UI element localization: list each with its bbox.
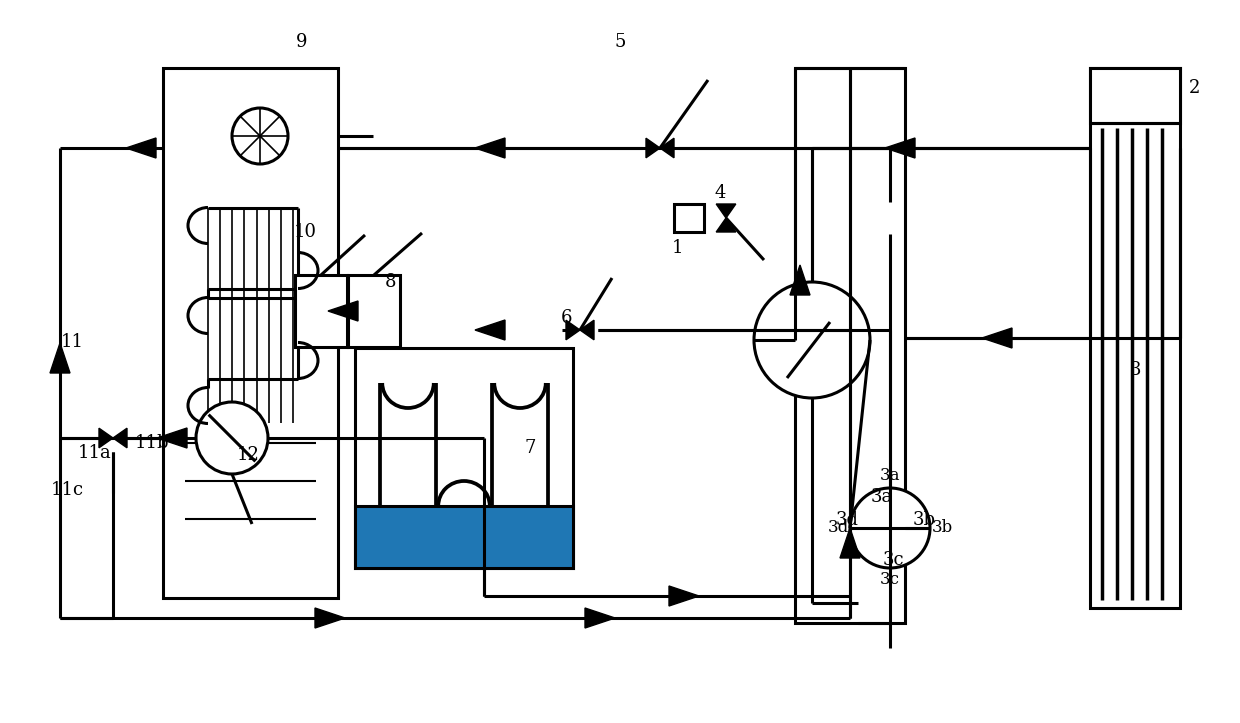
Text: 11: 11 — [61, 333, 83, 351]
Polygon shape — [982, 328, 1012, 348]
Text: 6: 6 — [562, 309, 573, 327]
Text: 3c: 3c — [882, 551, 904, 569]
Text: 3a: 3a — [879, 468, 900, 484]
Polygon shape — [113, 428, 126, 448]
Circle shape — [849, 488, 930, 568]
Text: 3d: 3d — [827, 520, 848, 536]
Text: 11b: 11b — [135, 434, 169, 452]
Polygon shape — [99, 428, 113, 448]
Polygon shape — [646, 138, 660, 158]
Polygon shape — [475, 138, 505, 158]
Bar — [355, 348, 573, 568]
Circle shape — [754, 282, 870, 398]
Bar — [1090, 68, 1180, 608]
Text: 11a: 11a — [78, 444, 112, 462]
Polygon shape — [329, 301, 358, 321]
Polygon shape — [585, 608, 615, 628]
Polygon shape — [126, 138, 156, 158]
Polygon shape — [885, 138, 915, 158]
Text: 3c: 3c — [880, 571, 900, 589]
Text: 9: 9 — [296, 33, 308, 51]
Text: 3d: 3d — [836, 511, 858, 529]
Polygon shape — [839, 528, 861, 558]
Polygon shape — [790, 265, 810, 295]
Polygon shape — [157, 428, 187, 448]
Polygon shape — [580, 320, 594, 340]
Text: 11c: 11c — [51, 481, 83, 499]
Text: 5: 5 — [614, 33, 626, 51]
Bar — [795, 68, 905, 623]
Polygon shape — [315, 608, 345, 628]
Text: 3b: 3b — [931, 520, 952, 536]
Polygon shape — [475, 320, 505, 340]
Text: 2: 2 — [1189, 79, 1200, 97]
Text: 8: 8 — [384, 273, 396, 291]
Polygon shape — [565, 320, 580, 340]
Bar — [675, 204, 704, 232]
Bar — [357, 508, 570, 566]
Circle shape — [196, 402, 268, 474]
Bar — [1090, 68, 1180, 123]
Text: 4: 4 — [714, 184, 725, 202]
Bar — [348, 275, 401, 347]
Polygon shape — [50, 343, 69, 373]
Text: 3: 3 — [1130, 361, 1141, 379]
Text: 7: 7 — [525, 439, 536, 457]
Polygon shape — [717, 204, 735, 218]
Bar — [355, 506, 573, 568]
Text: 3a: 3a — [870, 488, 893, 506]
Bar — [295, 275, 347, 347]
Bar — [162, 68, 339, 598]
Polygon shape — [660, 138, 675, 158]
Polygon shape — [717, 218, 735, 232]
Text: 10: 10 — [294, 223, 316, 241]
Text: 3b: 3b — [913, 511, 935, 529]
Text: 1: 1 — [672, 239, 683, 257]
Text: 12: 12 — [237, 446, 259, 464]
Polygon shape — [670, 586, 699, 606]
Circle shape — [232, 108, 288, 164]
